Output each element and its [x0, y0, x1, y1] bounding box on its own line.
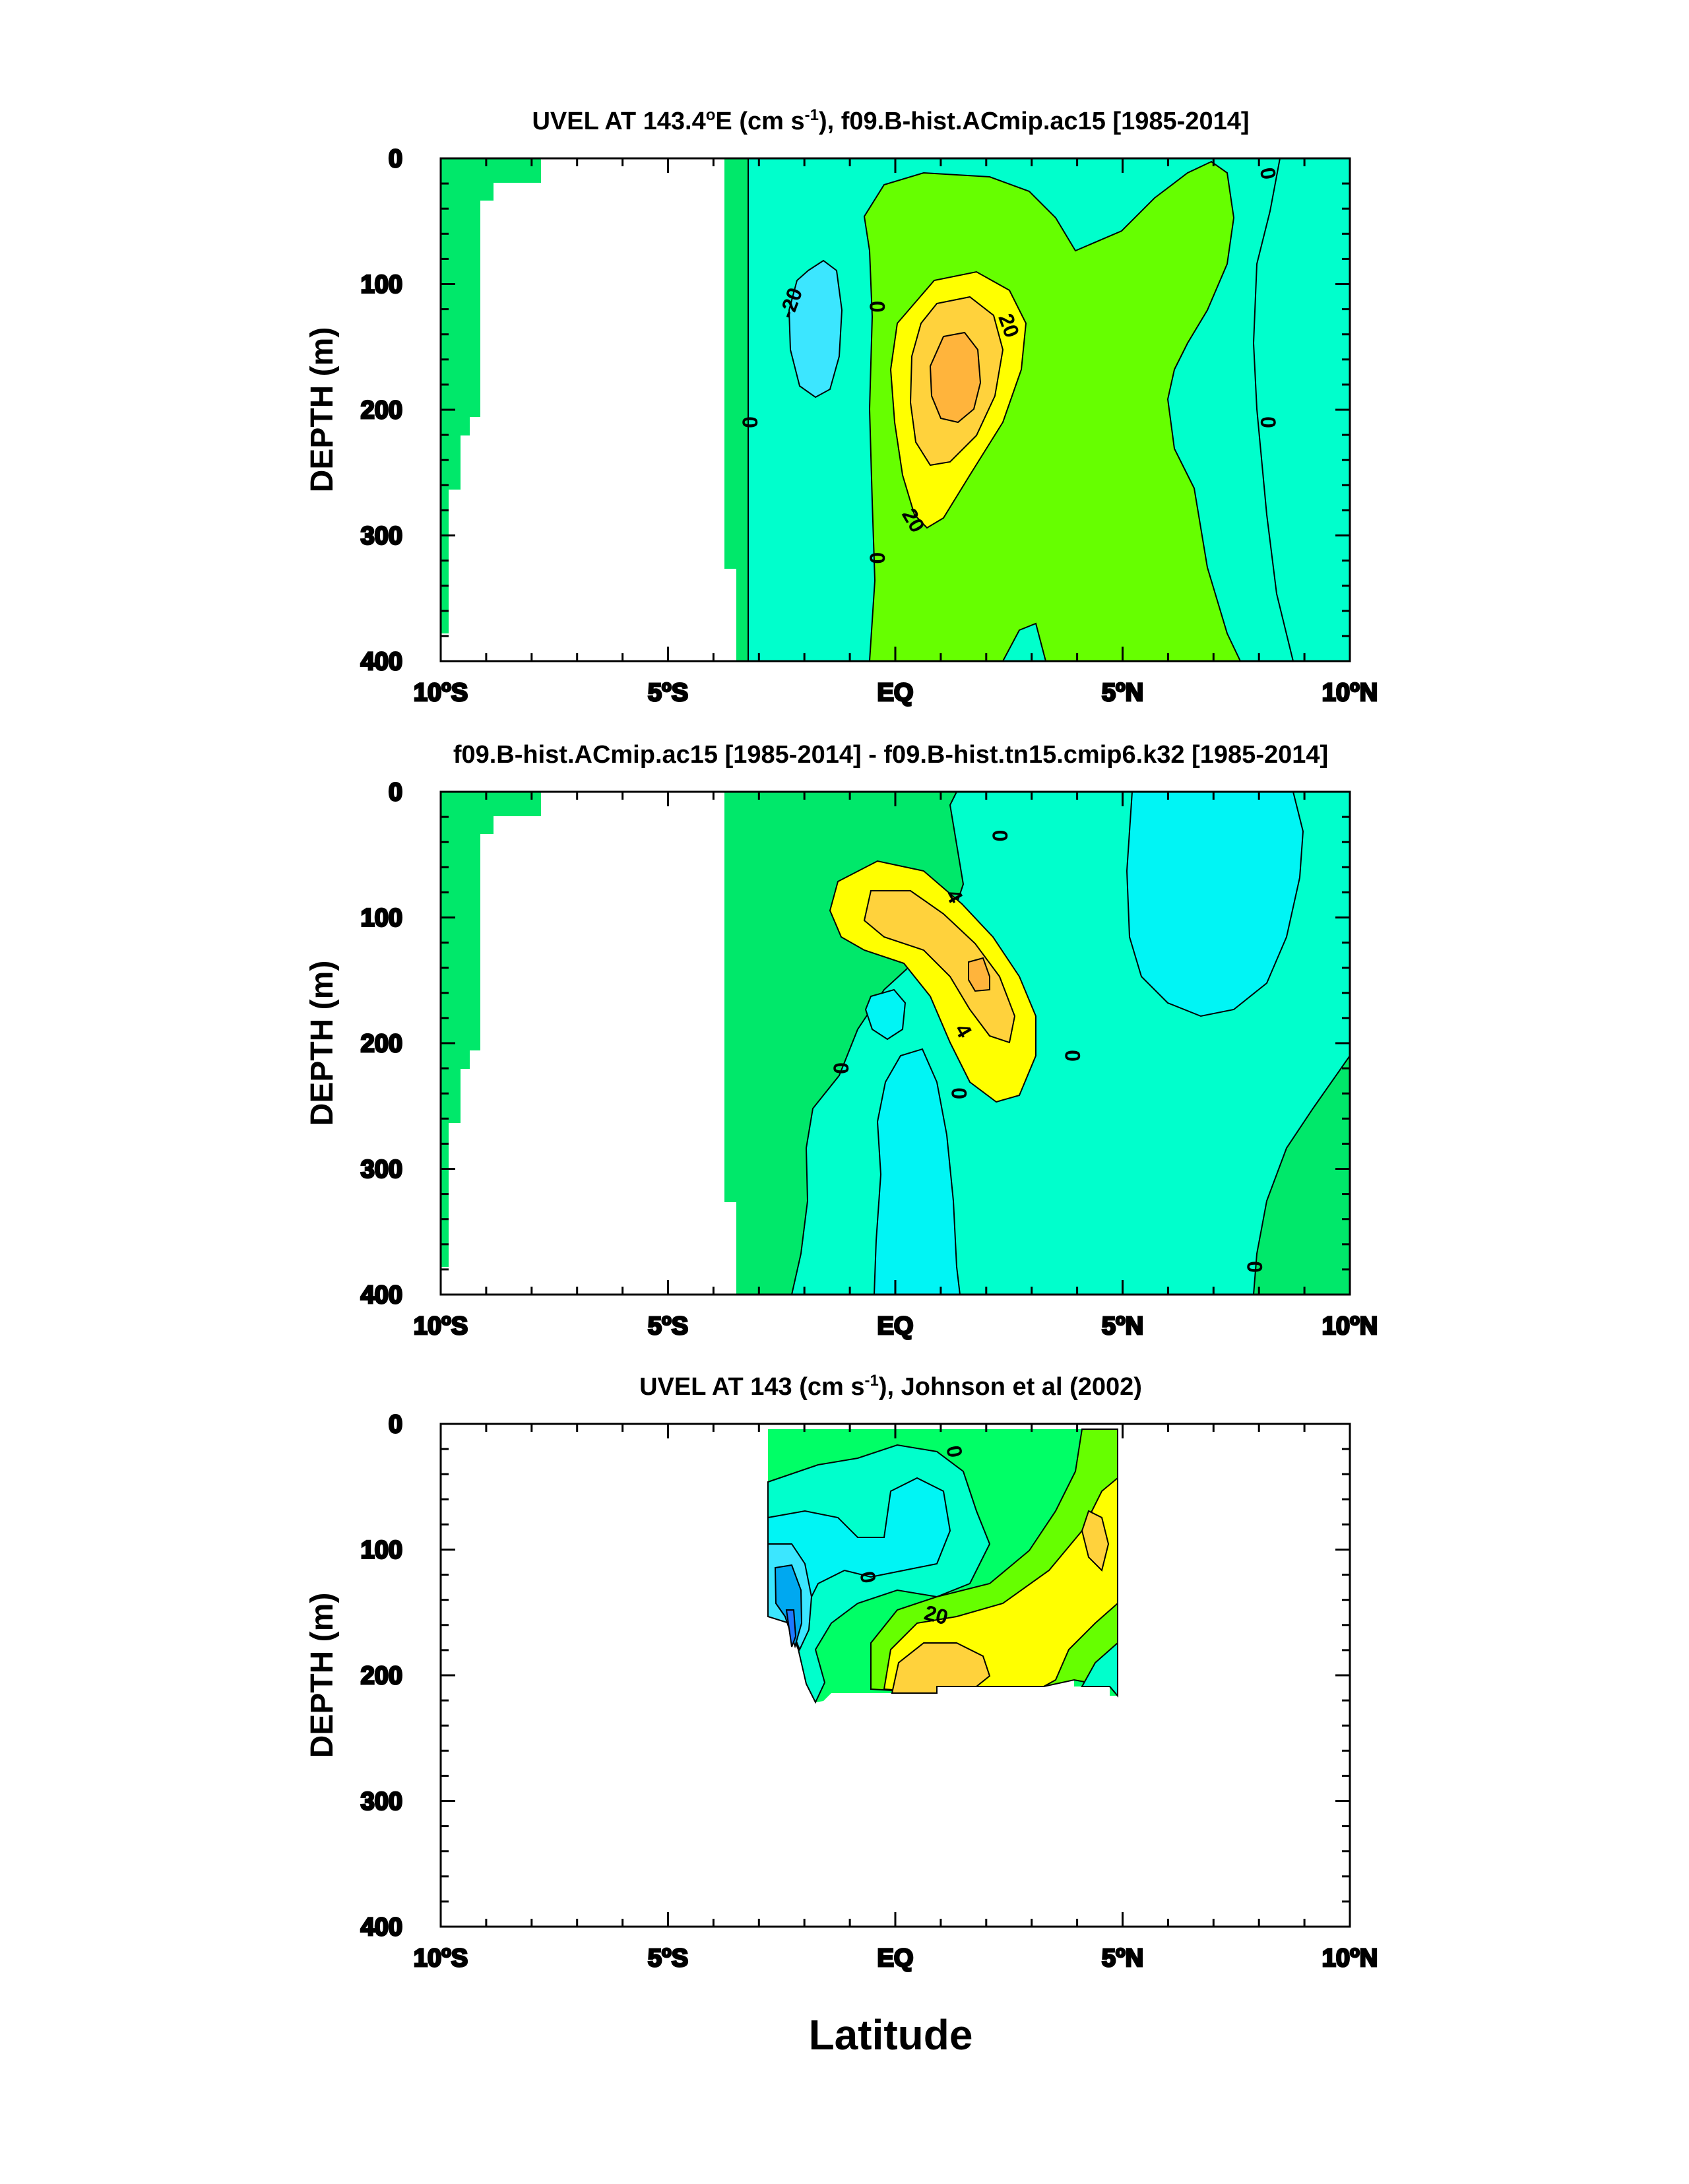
panel-1-ticks: 0 100 200 300 400 10oS 5oS EQ 5oN 10oN: [360, 145, 1379, 708]
contour-label: 0: [1242, 1261, 1266, 1273]
x-tick-label: 5oN: [1102, 1943, 1143, 1972]
panel-3-title: UVEL AT 143 (cm s-1), Johnson et al (200…: [639, 1372, 1142, 1401]
panel-1-land-edge-left: [441, 158, 541, 633]
y-tick-label: 400: [361, 1281, 402, 1309]
panel-3-gold-spot: [1081, 1510, 1110, 1572]
y-tick-label: 300: [361, 1156, 402, 1184]
panel-1-green-strip: [724, 158, 748, 661]
panel-2-cyan-pool-east: [1126, 792, 1304, 1017]
x-tick-label: EQ: [877, 1944, 914, 1972]
contour-label: 0: [865, 552, 889, 564]
x-tick-label: 10oS: [414, 1943, 468, 1972]
contour-label: 0: [829, 1062, 852, 1074]
contour-label: 0: [947, 1087, 971, 1099]
panel-3-contour-fill: [767, 1429, 1118, 1704]
panel-2-ticks: 0 100 200 300 400 10oS 5oS EQ 5oN 10oN: [360, 778, 1379, 1341]
y-tick-label: 400: [361, 648, 402, 676]
panel-1-aqua-east: [1252, 158, 1350, 661]
x-tick-label: 5oN: [1102, 1311, 1143, 1340]
y-tick-label: 100: [361, 271, 402, 299]
panel-2-ylabel: DEPTH (m): [305, 961, 340, 1126]
contour-label: 0: [988, 830, 1011, 842]
y-tick-label: 300: [361, 1788, 402, 1816]
y-tick-label: 100: [361, 905, 402, 932]
panel-3-aqua-corner: [1081, 1641, 1118, 1698]
panel-3-gold-core: [891, 1642, 991, 1694]
panel-1-westward-cell: [788, 259, 843, 399]
panel-2-green-strip: [724, 792, 748, 1295]
y-tick-label: 100: [361, 1537, 402, 1564]
panel-1-title: UVEL AT 143.4oE (cm s-1), f09.B-hist.ACm…: [532, 106, 1249, 135]
x-tick-label: EQ: [877, 1312, 914, 1340]
x-tick-label: 5oS: [648, 1943, 688, 1972]
contour-label: 0: [865, 301, 889, 313]
panel-3-deep-blue-west: [785, 1609, 797, 1648]
x-tick-label: 5oS: [648, 678, 688, 707]
contour-label: 0: [738, 416, 762, 428]
contour-label: 0: [855, 1570, 881, 1586]
panel-2-anomaly-gold: [863, 890, 1016, 1044]
contour-label: 0: [1256, 166, 1281, 181]
y-tick-label: 200: [361, 1662, 402, 1690]
y-tick-label: 200: [361, 1030, 402, 1058]
x-tick-label: 10oN: [1322, 1943, 1378, 1972]
panel-3-ylabel: DEPTH (m): [305, 1593, 340, 1758]
contour-label: 0: [1061, 1050, 1085, 1062]
x-axis-label: Latitude: [809, 2011, 973, 2059]
y-tick-label: 200: [361, 397, 402, 424]
panel-2-cyan-pool-west: [873, 1048, 961, 1295]
x-tick-label: 10oN: [1322, 678, 1378, 707]
x-tick-label: 10oN: [1322, 1311, 1378, 1340]
panel-2-contour-fill: [441, 792, 1350, 1295]
x-tick-label: 10oS: [414, 1311, 468, 1340]
y-tick-label: 400: [361, 1913, 402, 1941]
x-tick-label: 5oN: [1102, 678, 1143, 707]
panel-2-title: f09.B-hist.ACmip.ac15 [1985-2014] - f09.…: [453, 741, 1328, 769]
x-tick-label: EQ: [877, 679, 914, 707]
panel-1-contour-fill: [441, 158, 1350, 661]
panel-2-land-edge-left: [441, 792, 541, 1267]
contour-label: 0: [941, 1444, 967, 1460]
x-tick-label: 10oS: [414, 678, 468, 707]
panel-3-ticks: 0 100 200 300 400 10oS 5oS EQ 5oN 10oN: [360, 1410, 1379, 1974]
y-tick-label: 0: [389, 145, 402, 173]
panel-1-ylabel: DEPTH (m): [305, 327, 340, 493]
y-tick-label: 0: [389, 779, 402, 806]
panel-2-cyan-blob: [864, 988, 907, 1041]
panel-1-bottom-notch: [1002, 622, 1047, 661]
y-tick-label: 300: [361, 523, 402, 550]
panel-2-anomaly-orange: [968, 957, 990, 992]
y-tick-label: 0: [389, 1411, 402, 1438]
panel-1-core-orange: [929, 331, 982, 424]
panel-3-yellow-east: [883, 1476, 1118, 1694]
contour-label: 0: [1256, 416, 1280, 428]
x-tick-label: 5oS: [648, 1311, 688, 1340]
